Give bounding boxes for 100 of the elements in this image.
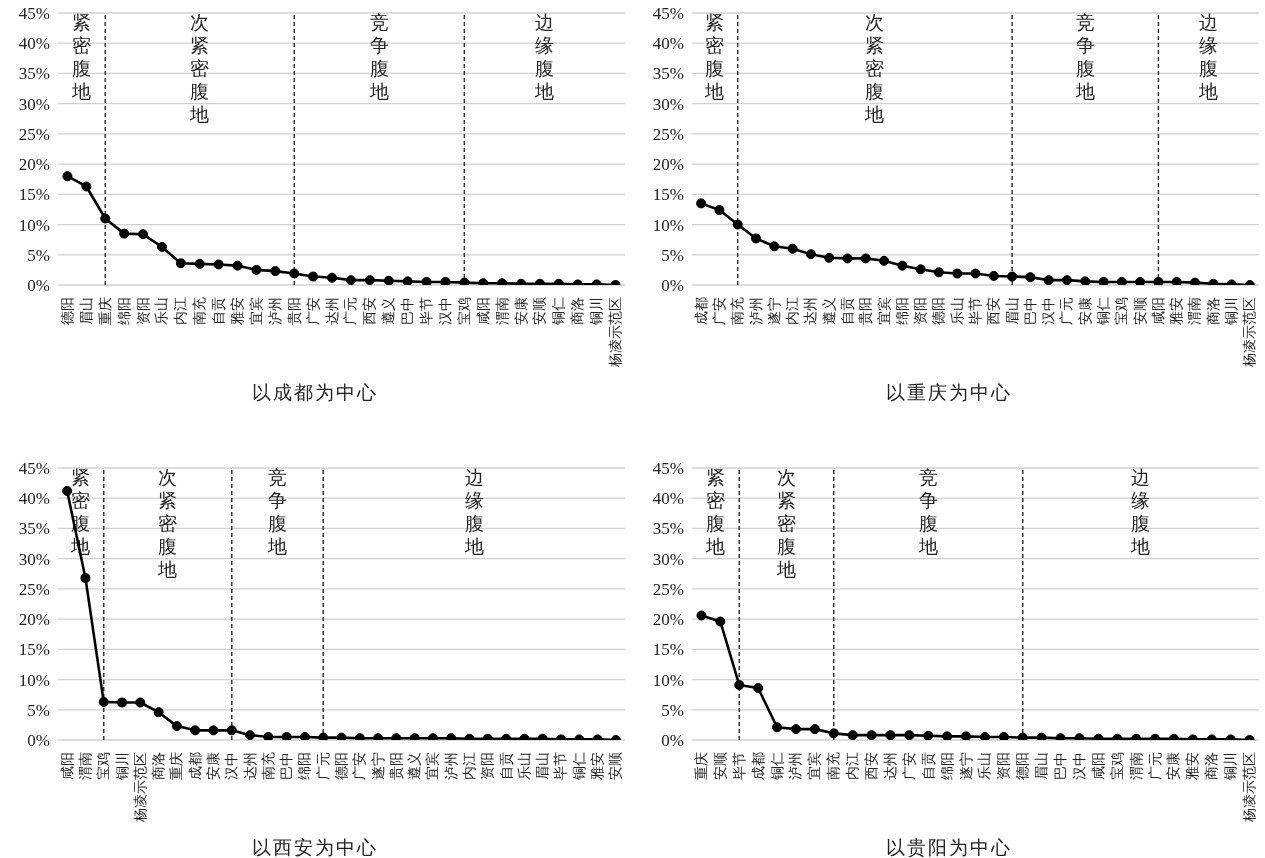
x-tick-label: 泸州 <box>443 752 459 780</box>
point <box>1061 275 1072 285</box>
y-tick-label: 35% <box>18 519 50 539</box>
x-tick-label: 毕节 <box>419 297 435 325</box>
point <box>299 731 310 740</box>
x-tick-label: 咸阳 <box>1090 752 1106 780</box>
x-tick-label: 遂宁 <box>766 297 782 325</box>
point <box>62 485 73 496</box>
point <box>208 725 219 736</box>
point <box>270 266 281 277</box>
x-tick-label: 广元 <box>343 297 359 325</box>
x-tick-label: 毕节 <box>731 752 747 780</box>
x-tick-label: 重庆 <box>97 297 113 325</box>
point <box>263 731 274 740</box>
x-tick-label: 咸阳 <box>1150 297 1166 325</box>
point <box>81 181 92 192</box>
point <box>790 724 801 735</box>
point <box>979 731 990 740</box>
y-tick-label: 5% <box>661 245 684 265</box>
y-tick-label: 30% <box>18 94 50 114</box>
y-tick-label: 20% <box>652 610 684 630</box>
x-tick-label: 安顺 <box>1132 297 1148 325</box>
x-tick-label: 广安 <box>305 297 321 325</box>
x-tick-label: 杨凌示范区 <box>1242 752 1258 823</box>
x-tick-label: 泸州 <box>267 297 283 325</box>
y-tick-label: 40% <box>18 489 50 509</box>
x-tick-label: 广元 <box>1059 297 1075 325</box>
x-tick-label: 贵阳 <box>858 297 874 325</box>
point <box>289 268 300 279</box>
x-tick-label: 雅安 <box>1169 297 1185 325</box>
point <box>213 259 224 270</box>
x-tick-label: 达州 <box>882 752 898 780</box>
x-tick-label: 西安 <box>864 752 880 780</box>
x-tick-label: 成都 <box>750 752 766 780</box>
y-tick-label: 45% <box>652 4 684 24</box>
point <box>1098 276 1109 285</box>
point <box>787 243 798 254</box>
text: 以西安为中心 <box>251 836 379 858</box>
x-tick-label: 内江 <box>785 297 801 325</box>
point <box>383 275 394 285</box>
y-tick-label: 35% <box>652 64 684 84</box>
y-tick-label: 20% <box>652 155 684 175</box>
x-tick-label: 汉中 <box>437 297 453 325</box>
x-tick-label: 汉中 <box>224 752 240 780</box>
y-tick-label: 25% <box>652 124 684 144</box>
y-tick-label: 15% <box>18 640 50 660</box>
x-tick-label: 商洛 <box>1205 297 1221 325</box>
point <box>751 233 762 244</box>
point <box>1025 272 1036 283</box>
y-tick-label: 45% <box>18 459 50 479</box>
text: 以贵阳为中心 <box>885 836 1013 858</box>
point <box>1080 276 1091 285</box>
x-tick-label: 遂宁 <box>370 752 386 780</box>
x-tick-label: 雅安 <box>1185 752 1201 780</box>
text: 以成都为中心 <box>251 381 379 405</box>
x-tick-label: 德阳 <box>59 297 75 325</box>
x-tick-label: 宜宾 <box>807 752 823 780</box>
point <box>769 241 780 252</box>
annotation: 边缘腹地 <box>1130 467 1151 557</box>
point <box>879 255 890 266</box>
annotation: 紧密腹地 <box>705 467 726 557</box>
x-tick-label: 成都 <box>187 752 203 780</box>
x-tick-label: 商洛 <box>1204 752 1220 780</box>
y-tick-label: 25% <box>652 579 684 599</box>
x-tick-label: 泸州 <box>788 752 804 780</box>
y-tick-label: 0% <box>661 731 684 751</box>
y-tick-label: 10% <box>18 670 50 690</box>
annotation: 边缘腹地 <box>534 12 555 102</box>
x-tick-label: 德阳 <box>1015 752 1031 780</box>
x-tick-label: 资阳 <box>480 752 496 780</box>
point <box>459 277 470 285</box>
x-tick-label: 乐山 <box>154 297 170 325</box>
y-tick-label: 25% <box>18 124 50 144</box>
x-tick-label: 安顺 <box>608 752 624 780</box>
y-tick-label: 30% <box>652 549 684 569</box>
y-tick-label: 35% <box>652 519 684 539</box>
x-tick-label: 商洛 <box>570 297 586 325</box>
x-tick-label: 杨凌示范区 <box>608 297 624 368</box>
point <box>281 731 292 740</box>
x-tick-label: 广安 <box>352 752 368 780</box>
y-tick-label: 30% <box>18 549 50 569</box>
x-tick-label: 雅安 <box>590 752 606 780</box>
x-tick-label: 巴中 <box>1053 752 1069 780</box>
point <box>809 724 820 735</box>
x-tick-label: 眉山 <box>1004 297 1020 325</box>
annotation: 次紧密腹地 <box>776 467 796 580</box>
point <box>308 271 319 282</box>
x-tick-label: 自贡 <box>211 297 227 325</box>
y-tick-label: 10% <box>652 215 684 235</box>
point <box>156 241 167 252</box>
y-tick-label: 20% <box>18 155 50 175</box>
annotation: 竞争腹地 <box>368 12 389 102</box>
x-tick-label: 渭南 <box>77 752 93 780</box>
y-tick-label: 35% <box>18 64 50 84</box>
y-tick-label: 15% <box>652 185 684 205</box>
x-tick-label: 达州 <box>803 297 819 325</box>
x-tick-label: 内江 <box>462 752 478 780</box>
x-tick-label: 南充 <box>826 752 842 780</box>
annotation: 次紧密腹地 <box>189 12 210 125</box>
x-tick-label: 安康 <box>1166 752 1182 780</box>
